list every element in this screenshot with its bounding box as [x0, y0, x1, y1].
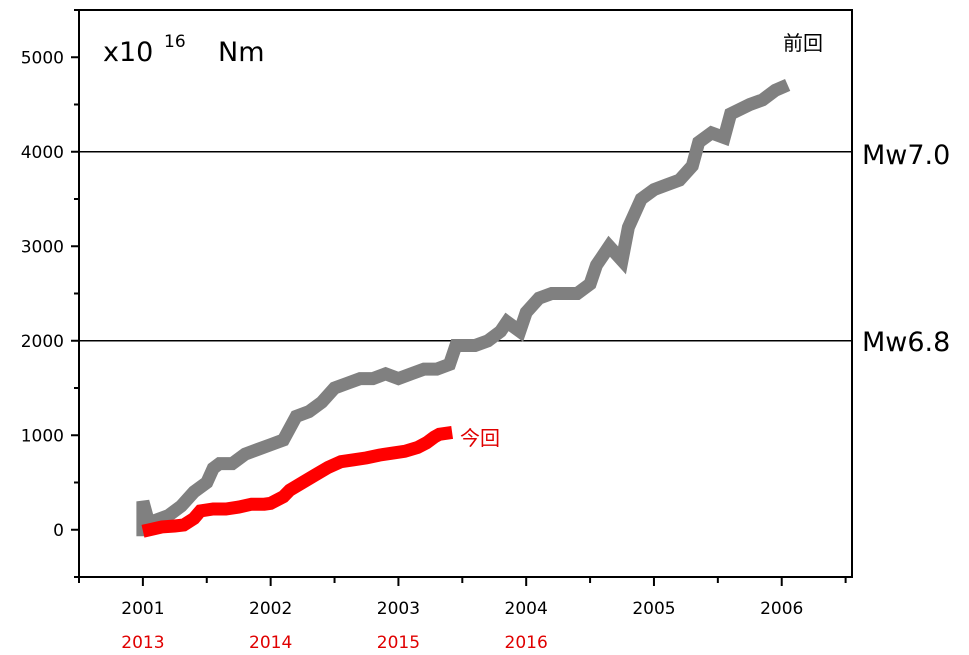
x-tick-label: 2002: [249, 599, 292, 619]
unit-name: Nm: [218, 37, 265, 68]
series-label-previous: 前回: [783, 31, 823, 55]
x-tick-label: 2003: [377, 599, 420, 619]
y-tick-label: 5000: [21, 48, 64, 68]
y-tick-label: 1000: [21, 426, 64, 446]
series-label-current: 今回: [460, 426, 500, 450]
y-axis: 0 1000 2000 3000 4000 5000: [21, 9, 79, 578]
series-line-0: [136, 78, 791, 537]
reference-lines: [79, 151, 852, 342]
ref-label-mw68: Mw6.8: [862, 327, 950, 358]
x-secondary-tick-label: 2014: [249, 633, 292, 653]
series-line-1: [141, 426, 454, 538]
x-secondary-tick-label: 2013: [121, 633, 164, 653]
x-secondary-tick-label: 2016: [505, 633, 548, 653]
x-tick-label: 2005: [632, 599, 675, 619]
unit-exponent: 16: [164, 32, 186, 52]
x-tick-label: 2001: [121, 599, 164, 619]
x-axis: 2001 2002 2003 2004 2005 2006 2013 2014 2015 2016: [78, 577, 847, 653]
y-tick-label: 2000: [21, 332, 64, 352]
x-tick-label: 2006: [760, 599, 803, 619]
y-tick-label: 4000: [21, 143, 64, 163]
ref-label-mw70: Mw7.0: [862, 140, 950, 171]
y-tick-label: 0: [53, 521, 64, 541]
unit-base: x10: [103, 37, 153, 68]
x-secondary-tick-label: 2015: [377, 633, 420, 653]
y-tick-label: 3000: [21, 237, 64, 257]
x-tick-label: 2004: [505, 599, 548, 619]
series-layer: [136, 78, 791, 538]
unit-label: x10 16 Nm: [103, 32, 265, 68]
